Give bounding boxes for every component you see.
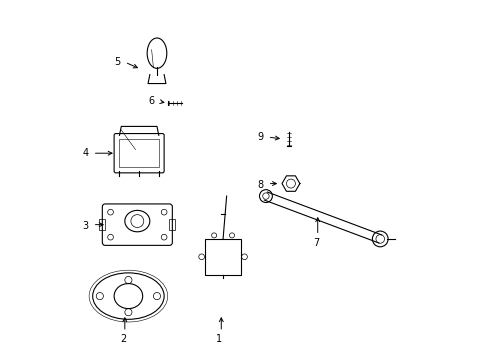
Text: 2: 2 bbox=[120, 334, 126, 344]
Text: 3: 3 bbox=[82, 221, 88, 231]
Text: 9: 9 bbox=[257, 132, 263, 142]
Text: 5: 5 bbox=[114, 57, 121, 67]
Text: 1: 1 bbox=[216, 334, 222, 344]
Bar bbox=[99, 219, 105, 230]
Text: 4: 4 bbox=[82, 148, 88, 158]
Text: 6: 6 bbox=[148, 96, 154, 107]
Text: 7: 7 bbox=[312, 238, 318, 248]
Bar bbox=[169, 219, 175, 230]
Bar bbox=[205, 239, 241, 275]
Text: 8: 8 bbox=[257, 180, 263, 190]
Bar bbox=[119, 139, 159, 167]
